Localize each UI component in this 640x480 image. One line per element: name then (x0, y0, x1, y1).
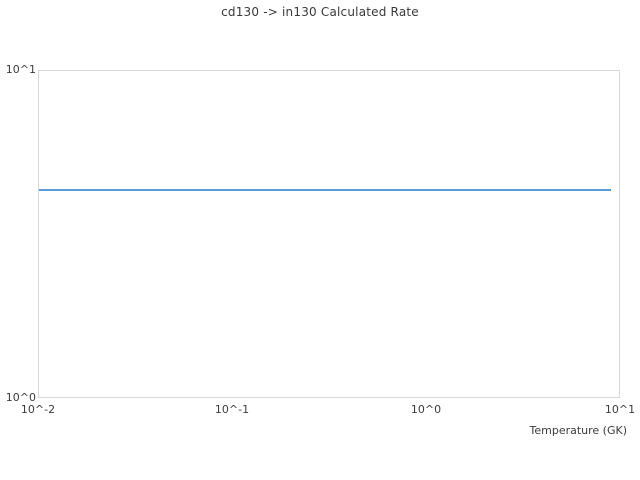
x-tick-label-10e-1: 10^-1 (214, 403, 250, 416)
y-tick-label-10e0: 10^0 (5, 391, 36, 404)
rate-line-series (39, 189, 612, 192)
x-axis-label: Temperature (GK) (529, 424, 628, 437)
x-tick-label-10e1: 10^1 (604, 403, 636, 416)
x-tick-label-10e0: 10^0 (410, 403, 442, 416)
plot-area (38, 70, 620, 398)
y-tick-label-10e1: 10^1 (5, 63, 36, 76)
x-tick-label-10e-2: 10^-2 (20, 403, 56, 416)
chart-title: cd130 -> in130 Calculated Rate (221, 5, 419, 19)
